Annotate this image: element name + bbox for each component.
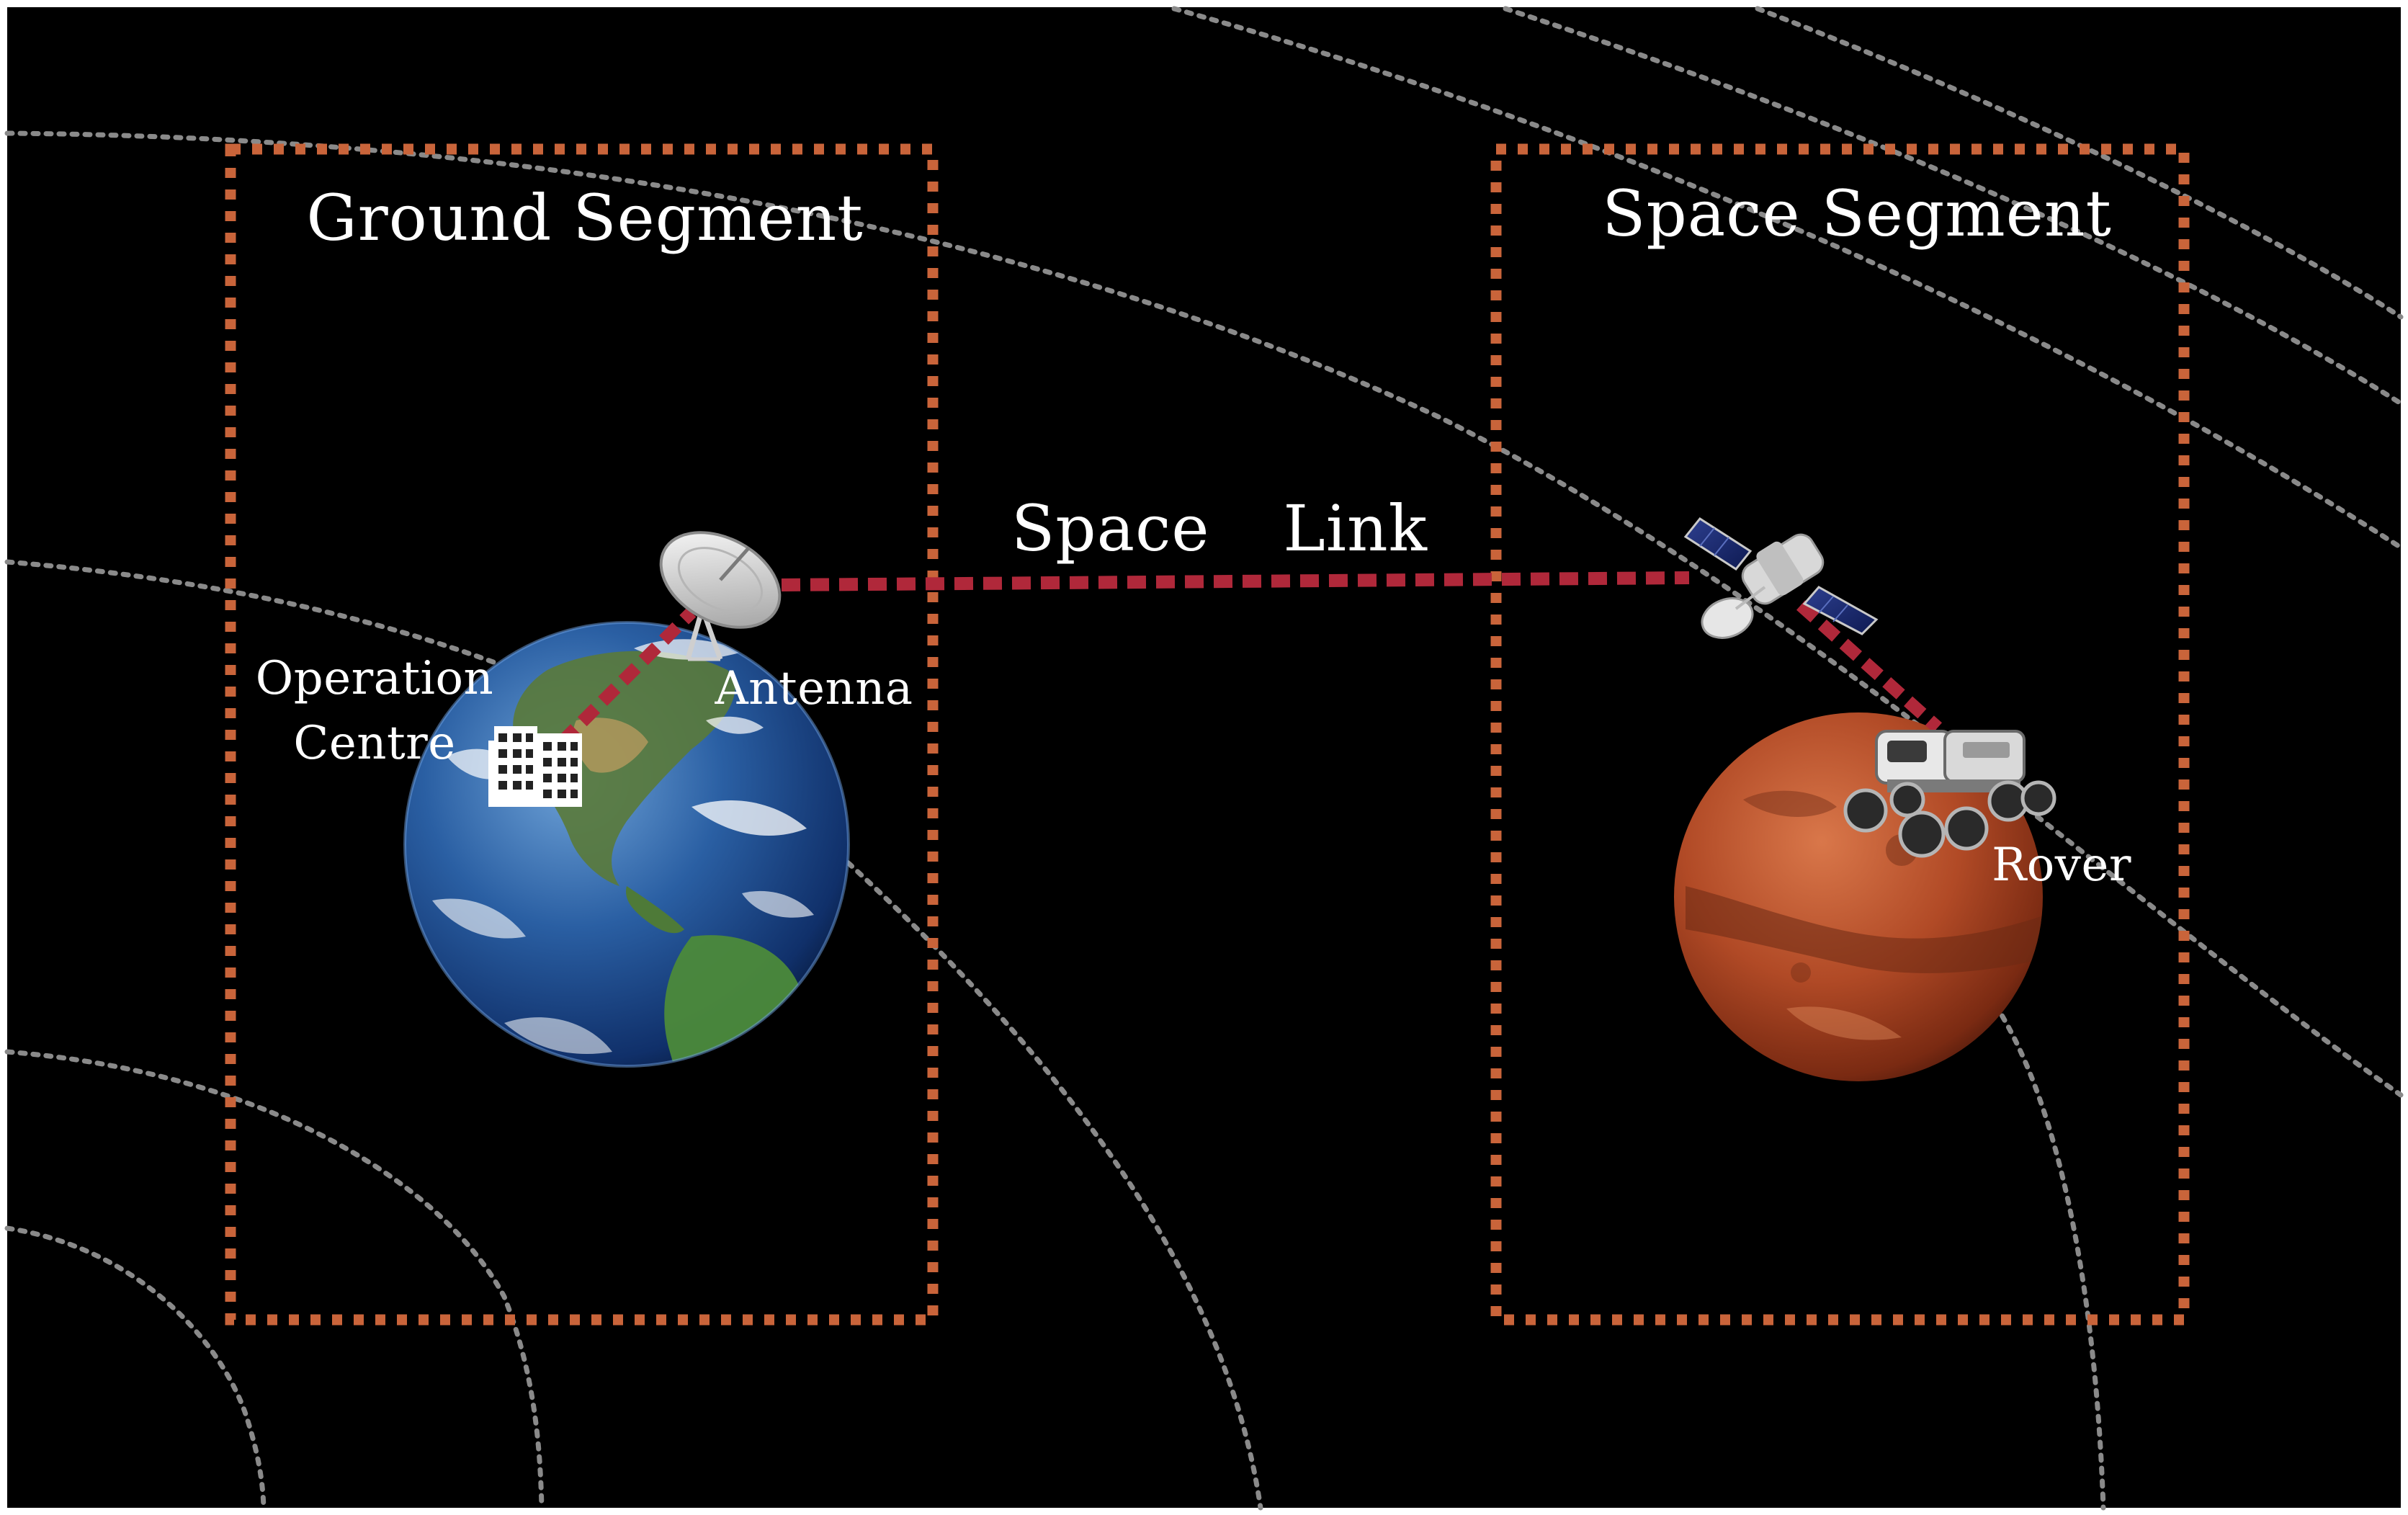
operation-centre-antenna-link: [557, 607, 697, 747]
orbit-line: [1171, 6, 2404, 550]
rover-icon: [1843, 730, 2056, 858]
orbit-line: [4, 1225, 267, 1511]
ground-segment-box: [225, 143, 939, 1326]
space-segment-title: Space Segment: [1602, 176, 2112, 251]
space-link-line: [781, 571, 1690, 591]
antenna-dish-icon: [659, 531, 782, 661]
antenna-label: Antenna: [714, 662, 913, 715]
mars-icon: [1674, 712, 2043, 1081]
orbit-line: [1985, 991, 2106, 1511]
satellite-icon: [1683, 517, 1879, 639]
building-icon: [488, 726, 582, 807]
orbit-line: [4, 1049, 545, 1511]
ground-segment-title: Ground Segment: [306, 181, 863, 255]
orbit-lines: [4, 6, 2404, 1511]
rover-label: Rover: [1992, 839, 2131, 892]
orbit-line: [1503, 6, 2404, 406]
orbit-line: [4, 130, 2404, 1098]
operation-centre-label-line1: Operation: [256, 652, 494, 705]
space-link-label: Space Link: [1011, 491, 1428, 566]
orbit-line: [1755, 6, 2404, 320]
satellite-rover-link: [1796, 600, 1943, 733]
operation-centre-label-line2: Centre: [293, 717, 455, 770]
orbit-line: [4, 559, 1263, 1511]
